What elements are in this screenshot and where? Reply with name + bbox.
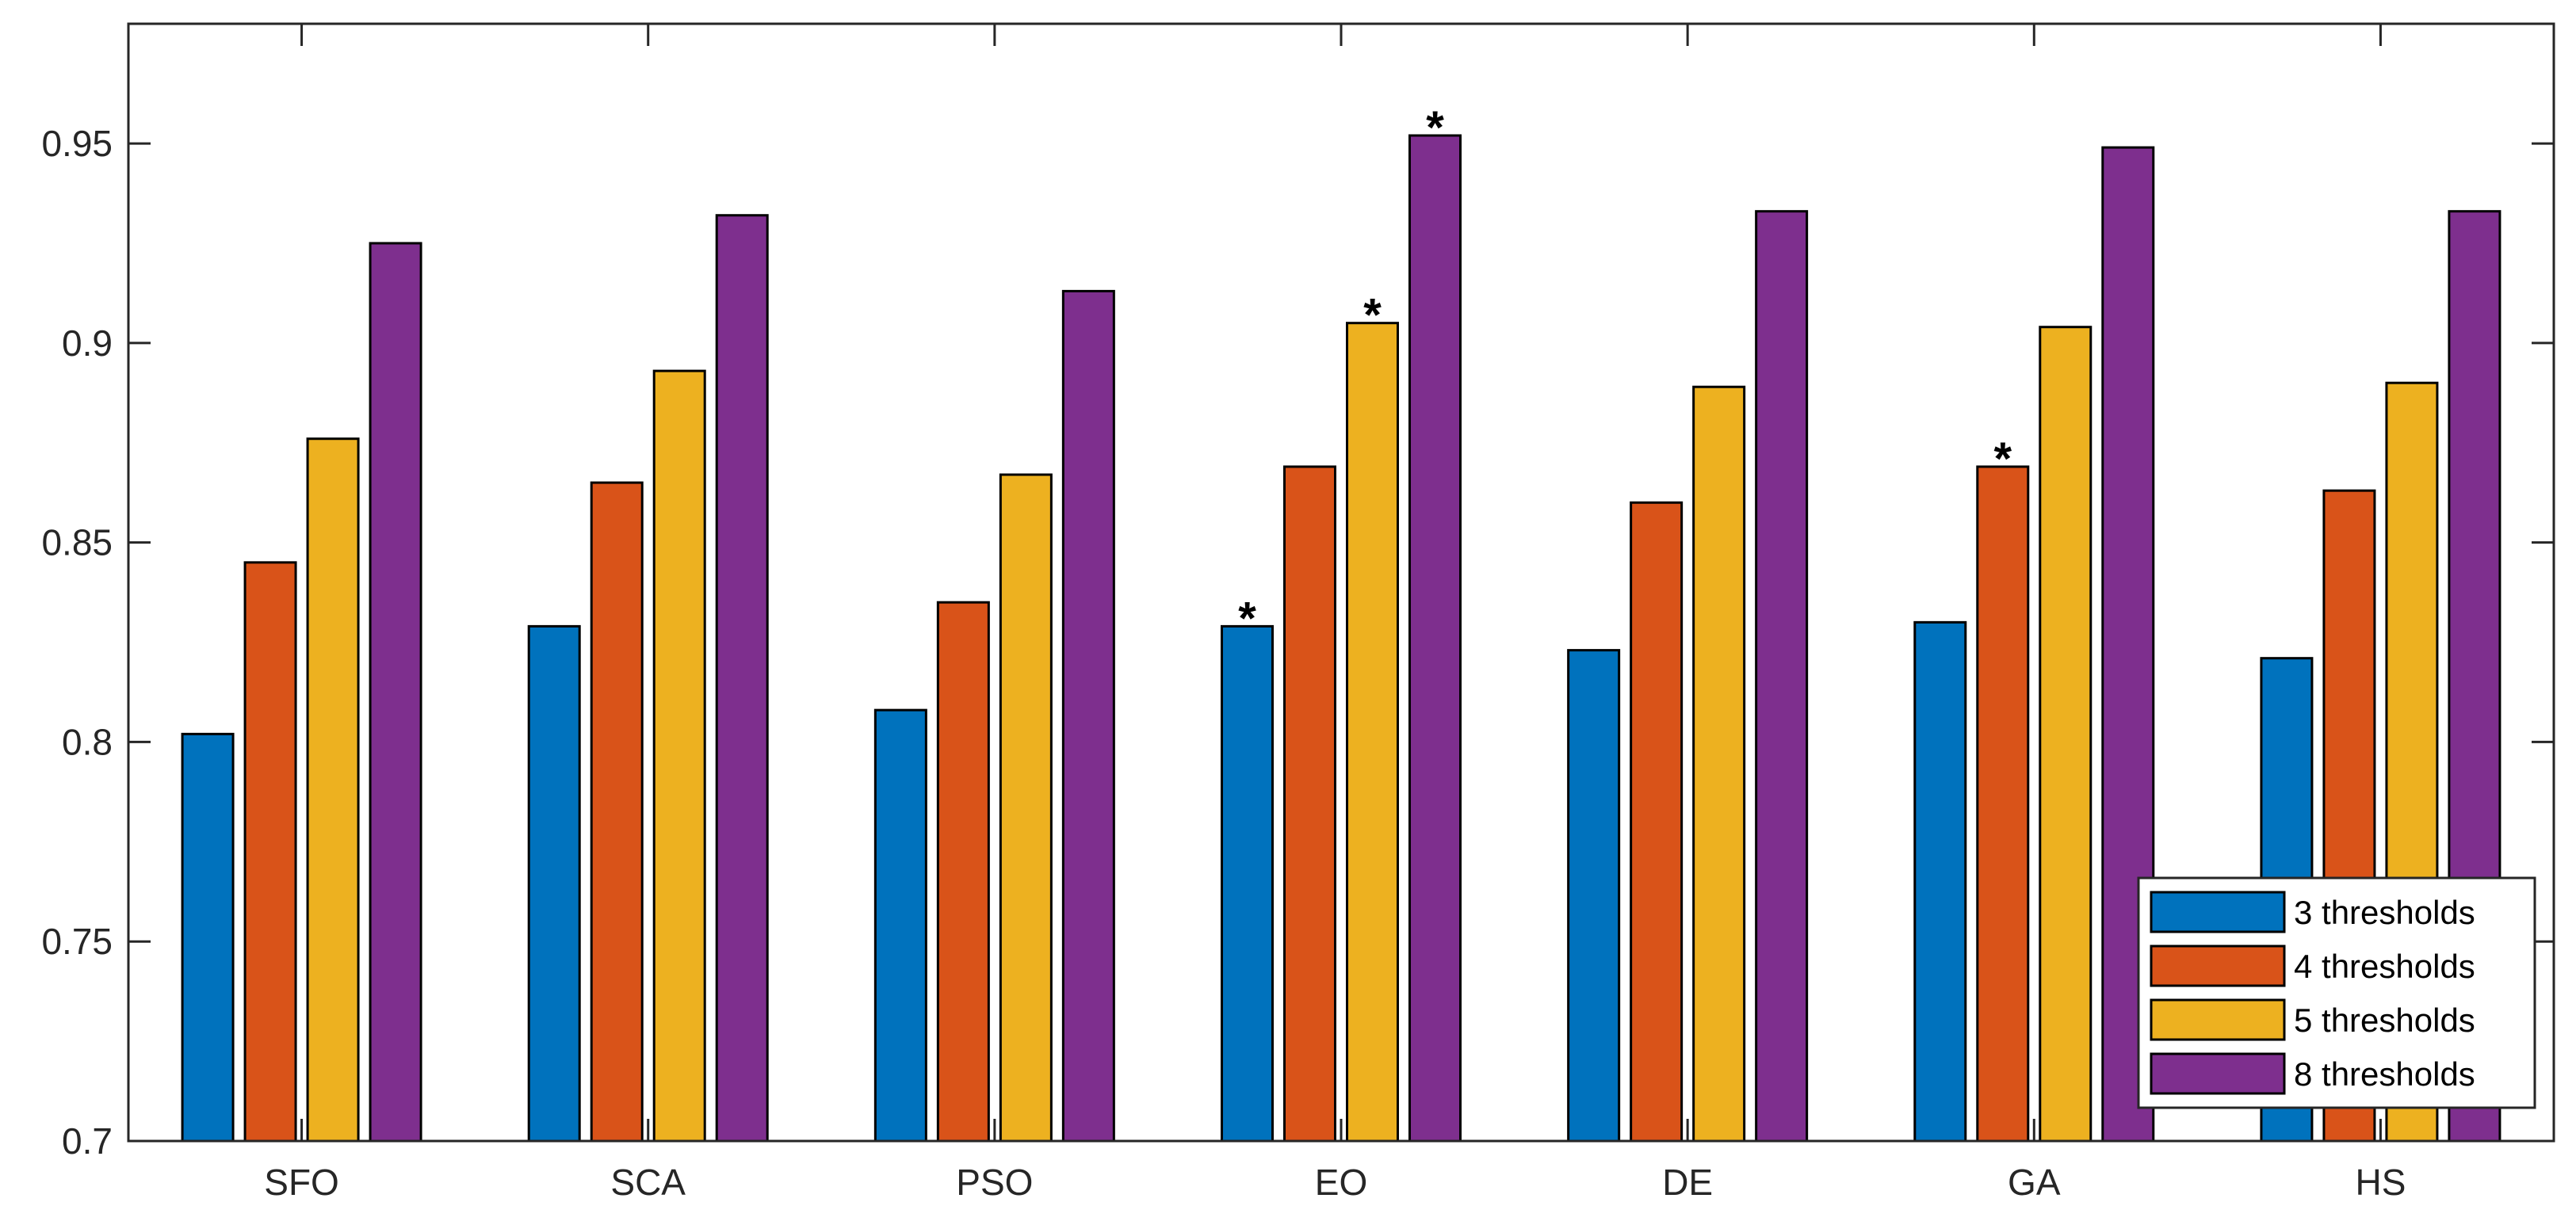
bar-sca-8-thresholds bbox=[715, 214, 769, 1143]
significance-star: * bbox=[1363, 290, 1382, 342]
legend-label: 4 thresholds bbox=[2294, 948, 2475, 985]
bars-layer bbox=[181, 134, 2501, 1143]
bar-sca-4-thresholds bbox=[590, 481, 644, 1143]
legend-swatch bbox=[2150, 891, 2286, 933]
bar-eo-3-thresholds bbox=[1221, 624, 1274, 1143]
significance-markers: * * * * bbox=[1238, 102, 2012, 644]
y-tick-label: 0.8 bbox=[62, 721, 113, 762]
significance-star: * bbox=[1238, 593, 1256, 644]
bar-de-5-thresholds bbox=[1692, 385, 1746, 1143]
bar-sca-5-thresholds bbox=[652, 369, 706, 1143]
bar-eo-8-thresholds bbox=[1408, 134, 1462, 1143]
legend-label: 5 thresholds bbox=[2294, 1002, 2475, 1039]
y-axis: 0.7 0.75 0.8 0.85 0.9 0.95 bbox=[41, 123, 2554, 1162]
x-tick-label: EO bbox=[1315, 1162, 1367, 1203]
bar-de-3-thresholds bbox=[1567, 649, 1621, 1143]
bar-sca-3-thresholds bbox=[527, 624, 581, 1143]
bar-pso-5-thresholds bbox=[999, 473, 1053, 1143]
bar-sfo-4-thresholds bbox=[243, 561, 297, 1143]
x-tick-label: HS bbox=[2355, 1162, 2406, 1203]
x-tick-label: SCA bbox=[610, 1162, 686, 1203]
bar-pso-3-thresholds bbox=[873, 708, 927, 1143]
x-tick-label: SFO bbox=[264, 1162, 339, 1203]
legend-swatch bbox=[2150, 945, 2286, 987]
bar-pso-4-thresholds bbox=[936, 601, 990, 1143]
y-tick-label: 0.95 bbox=[41, 123, 113, 164]
bar-ga-3-thresholds bbox=[1913, 620, 1967, 1143]
legend: 3 thresholds 4 thresholds 5 thresholds 8 th… bbox=[2137, 876, 2536, 1109]
significance-star: * bbox=[1426, 102, 1444, 154]
y-tick-label: 0.9 bbox=[62, 322, 113, 364]
bar-sfo-5-thresholds bbox=[306, 437, 360, 1143]
bar-pso-8-thresholds bbox=[1061, 289, 1115, 1143]
x-tick-label: DE bbox=[1662, 1162, 1713, 1203]
bar-sfo-3-thresholds bbox=[181, 732, 235, 1143]
y-tick-label: 0.7 bbox=[62, 1120, 113, 1162]
bar-sfo-8-thresholds bbox=[369, 242, 422, 1143]
significance-star: * bbox=[1993, 433, 2012, 485]
y-tick-label: 0.75 bbox=[41, 921, 113, 962]
legend-label: 3 thresholds bbox=[2294, 894, 2475, 931]
legend-swatch bbox=[2150, 1052, 2286, 1095]
legend-swatch bbox=[2150, 998, 2286, 1041]
y-tick-label: 0.85 bbox=[41, 522, 113, 563]
x-tick-label: GA bbox=[2008, 1162, 2061, 1203]
bar-de-4-thresholds bbox=[1630, 501, 1684, 1143]
legend-label: 8 thresholds bbox=[2294, 1055, 2475, 1093]
bar-ga-4-thresholds bbox=[1976, 465, 2030, 1143]
x-tick-label: PSO bbox=[956, 1162, 1033, 1203]
bar-de-8-thresholds bbox=[1755, 210, 1809, 1143]
bar-eo-4-thresholds bbox=[1283, 465, 1336, 1143]
bar-ga-5-thresholds bbox=[2039, 326, 2093, 1143]
bar-eo-5-thresholds bbox=[1346, 322, 1399, 1143]
x-axis: SFO SCA PSO EO DE GA HS bbox=[264, 24, 2406, 1203]
